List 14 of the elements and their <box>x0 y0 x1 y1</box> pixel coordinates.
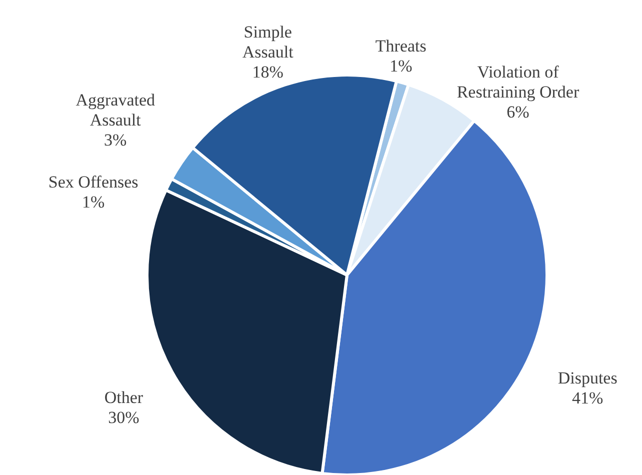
data-label: 41% <box>572 388 604 408</box>
data-label: 18% <box>252 62 284 82</box>
data-label: 3% <box>104 130 127 150</box>
data-label: 1% <box>390 56 412 76</box>
slice-label: Threats <box>375 36 426 56</box>
data-label: 6% <box>506 102 530 122</box>
slice-label: Aggravated Assault <box>76 90 156 130</box>
slice-label: Violation of Restraining Order <box>456 62 580 102</box>
slice-label: Other <box>104 388 144 408</box>
slice-label: Simple Assault <box>242 22 294 62</box>
data-label: 1% <box>82 192 105 212</box>
slice-label: Disputes <box>558 368 618 388</box>
data-label: 30% <box>108 408 140 428</box>
slice-label: Sex Offenses <box>48 172 138 192</box>
